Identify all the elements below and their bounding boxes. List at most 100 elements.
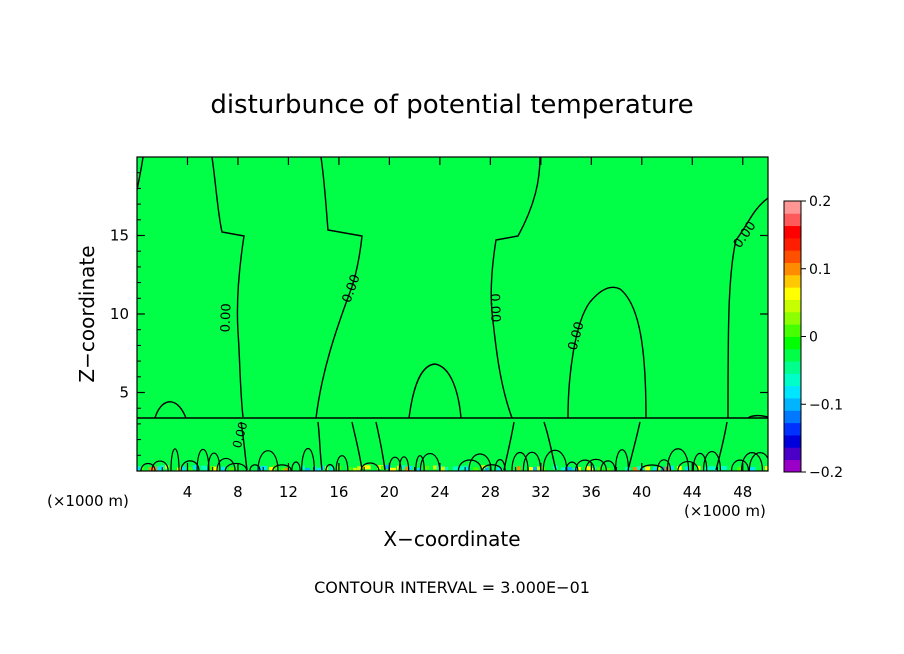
surface-noise-cell [657, 467, 661, 471]
surface-noise-cell [461, 465, 468, 470]
colorbar-swatch [784, 336, 801, 350]
colorbar-swatch [784, 225, 801, 239]
x-axis-label: X−coordinate [383, 527, 520, 551]
contour-line [240, 421, 248, 471]
contour-line [257, 450, 279, 471]
contour-line [291, 461, 301, 471]
contour-line [748, 452, 768, 471]
surface-noise-cell [565, 466, 572, 471]
surface-contour-cells [140, 448, 768, 471]
surface-noise-cell [329, 466, 334, 471]
surface-noise-cell [357, 466, 362, 471]
contour-line [408, 363, 462, 419]
contour-line [481, 464, 503, 471]
colorbar-swatch [784, 422, 801, 436]
surface-noise-cell [533, 466, 540, 471]
surface-noise-cell [473, 467, 479, 471]
surface-noise-cell [465, 467, 470, 471]
surface-noise-cell [301, 465, 305, 470]
surface-noise-cell [261, 465, 267, 470]
surface-noise-cell [737, 467, 742, 471]
contour-label: 0.00 [219, 303, 235, 332]
surface-noise-cell [177, 467, 184, 471]
contour-line [415, 455, 425, 471]
colorbar-swatch [784, 361, 801, 374]
colorbar-swatch [784, 311, 801, 325]
x-tick-label: 4 [183, 483, 193, 501]
colorbar-tick-label: 0 [809, 330, 818, 346]
surface-noise-cell [209, 465, 215, 470]
x-tick-label: 44 [683, 483, 702, 501]
contour-line [211, 157, 245, 418]
contour-line [543, 421, 557, 471]
surface-noise-cell [305, 467, 311, 471]
contour-line [511, 452, 529, 471]
colorbar-tick-label: −0.1 [809, 397, 843, 413]
surface-noise-cell [597, 466, 603, 471]
colorbar-swatch [784, 410, 801, 424]
surface-noise-cell [365, 465, 371, 470]
contour-lines [137, 157, 768, 471]
contour-line [639, 464, 665, 471]
x-tick-label: 40 [632, 483, 651, 501]
x-unit-right: (×1000 m) [684, 502, 766, 520]
surface-noise-cell [441, 466, 446, 471]
contour-line [207, 452, 221, 471]
colorbar-swatch [784, 385, 801, 399]
contour-label: 0.00 [486, 293, 502, 322]
colorbar-swatch [784, 262, 801, 276]
colorbar-swatch [784, 213, 801, 227]
contour-line [180, 460, 200, 471]
contour-label: 0.00 [230, 420, 250, 449]
y-axis-label: Z−coordinate [75, 245, 99, 382]
contour-line [715, 421, 728, 471]
chart-title: disturbunce of potential temperature [210, 90, 693, 120]
contour-line [600, 460, 616, 471]
surface-noise-cell [453, 466, 460, 471]
contour-line [170, 448, 180, 471]
contour-line [325, 464, 335, 471]
contour-line [375, 421, 386, 471]
colorbar-tick-label: −0.2 [809, 465, 843, 481]
surface-noise-cell [457, 467, 462, 471]
contour-line [727, 197, 768, 419]
surface-noise-cell [497, 466, 502, 471]
contour-line [140, 462, 156, 471]
y-tick-label: 15 [110, 227, 129, 245]
x-tick-label: 28 [481, 483, 500, 501]
contour-line [301, 448, 315, 471]
surface-noise-cell [561, 467, 565, 471]
x-tick-label: 36 [582, 483, 601, 501]
colorbar-swatch [784, 237, 801, 251]
surface-noise-cell [605, 467, 612, 471]
surface-noise-cell [697, 465, 701, 470]
contour-line [614, 449, 630, 471]
contour-label: 0.00 [566, 320, 588, 352]
contour-line [542, 449, 568, 471]
surface-noise-cell [445, 467, 449, 471]
contour-line [317, 421, 323, 471]
colorbar-swatch [784, 398, 801, 411]
surface-noise-cell [221, 466, 226, 471]
x-tick-label: 12 [279, 483, 298, 501]
x-tick-label: 16 [329, 483, 348, 501]
surface-noise-cell [529, 466, 535, 471]
contour-line [585, 458, 607, 471]
contour-line [272, 464, 292, 471]
surface-noise-cell [201, 465, 207, 470]
surface-noise-cell [389, 467, 396, 471]
contour-line [315, 157, 363, 419]
colorbar-tick-label: 0.1 [809, 262, 831, 278]
colorbar-swatch [784, 435, 801, 448]
contour-line [747, 414, 768, 419]
contour-line [419, 453, 441, 471]
surface-noise-cell [229, 467, 236, 471]
contour-line [522, 451, 542, 471]
contour-line [692, 452, 708, 471]
surface-noise-cell [269, 466, 275, 471]
surface-noise-cell [401, 465, 407, 470]
contour-line [137, 157, 144, 191]
contour-line [730, 459, 750, 471]
x-tick-label: 20 [380, 483, 399, 501]
surface-noise-cell [165, 465, 169, 470]
